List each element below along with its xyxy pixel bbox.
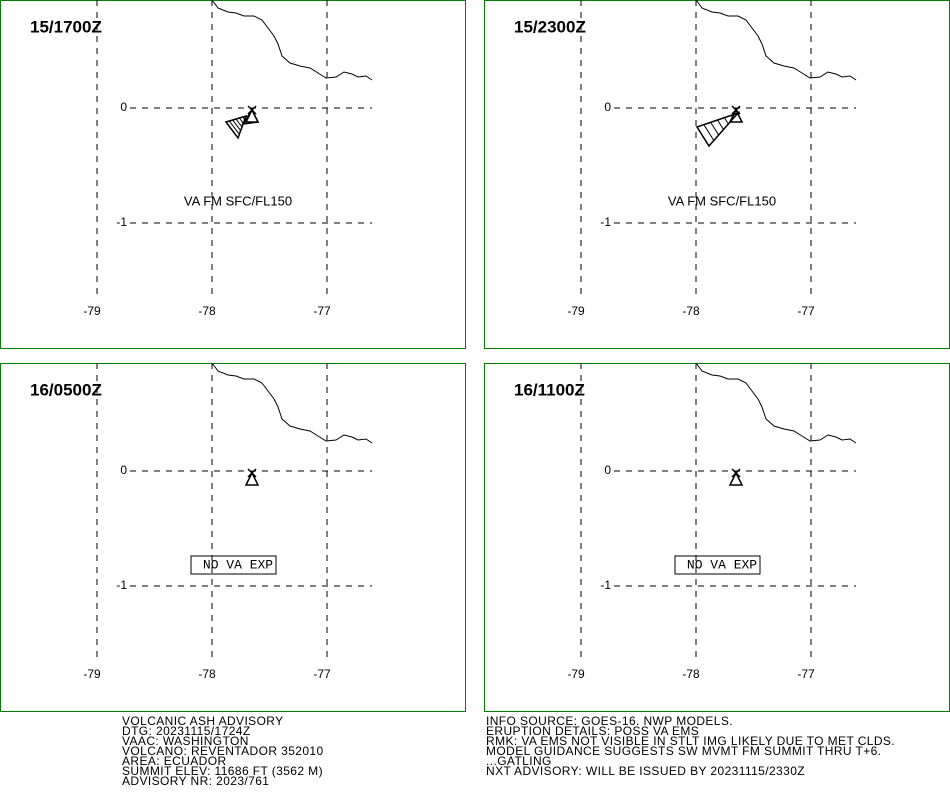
lat-label: -1 <box>600 578 611 592</box>
panel: -79 -78 -77 0 -1 16/0500Z NO VA EXP <box>0 362 466 712</box>
valid-time: 16/1100Z <box>514 380 585 399</box>
hatch <box>238 117 244 124</box>
hatch <box>703 124 715 141</box>
lon-label: -79 <box>83 304 101 318</box>
panel-border <box>0 363 466 712</box>
coastline <box>695 362 857 444</box>
hatch <box>228 120 240 135</box>
lat-label: 0 <box>120 100 127 114</box>
hatch <box>710 122 720 136</box>
advisory-line: VAAC: WASHINGTON <box>122 734 249 748</box>
ash-label: VA FM SFC/FL150 <box>668 193 776 208</box>
hatch <box>723 117 729 125</box>
lat-label: -1 <box>600 215 611 229</box>
hatch <box>696 126 710 147</box>
label-box <box>674 555 761 575</box>
advisory-line: DTG: 20231115/1724Z <box>122 724 251 738</box>
lat-label: 0 <box>604 463 611 477</box>
valid-time: 15/2300Z <box>514 17 586 36</box>
panel: -79 -78 -77 0 -1 16/1100Z NO VA EXP <box>484 362 950 712</box>
coastline <box>211 0 373 81</box>
advisory-line: INFO SOURCE: GOES-16. NWP MODELS. <box>486 714 733 728</box>
advisory-line: RMK: VA EMS NOT VISIBLE IN STLT IMG LIKE… <box>486 734 895 748</box>
volcano-symbol <box>244 105 260 123</box>
coastline <box>695 0 857 81</box>
advisory-line: VOLCANIC ASH ADVISORY <box>122 714 284 728</box>
lat-label: -1 <box>116 578 127 592</box>
advisory-line: AREA: ECUADOR <box>122 754 227 768</box>
lon-label: -79 <box>83 667 101 681</box>
advisory-line: ERUPTION DETAILS: POSS VA EMS <box>486 724 699 738</box>
panel-border <box>484 363 950 712</box>
label-box <box>190 555 277 575</box>
hatch <box>717 119 724 130</box>
volcano-symbol <box>244 468 260 486</box>
advisory-line: VOLCANO: REVENTADOR 352010 <box>122 744 324 758</box>
advisory-line: ...GATLING <box>486 754 552 768</box>
ash-label: VA FM SFC/FL150 <box>184 193 292 208</box>
ash-label: NO VA EXP <box>203 557 273 572</box>
lon-label: -79 <box>567 667 585 681</box>
valid-time: 16/0500Z <box>30 380 102 399</box>
hatch <box>225 121 239 139</box>
advisory-line: MODEL GUIDANCE SUGGESTS SW MVMT FM SUMMI… <box>486 744 881 758</box>
volcano-symbol <box>728 468 744 486</box>
lon-label: -77 <box>313 667 331 681</box>
lon-label: -78 <box>682 304 700 318</box>
hatch <box>242 116 246 120</box>
coastline <box>211 362 373 444</box>
lon-label: -77 <box>797 667 815 681</box>
advisory-line: SUMMIT ELEV: 11686 FT (3562 M) <box>122 764 323 778</box>
advisory-line: NXT ADVISORY: WILL BE ISSUED BY 20231115… <box>486 764 805 778</box>
lon-label: -78 <box>198 304 216 318</box>
panel: -79 -78 -77 0 -1 15/1700Z VA FM SFC/FL150 <box>0 0 466 349</box>
lon-label: -78 <box>682 667 700 681</box>
advisory-line: ADVISORY NR: 2023/761 <box>122 774 269 788</box>
ash-label: NO VA EXP <box>687 557 757 572</box>
lat-label: -1 <box>116 215 127 229</box>
lon-label: -77 <box>797 304 815 318</box>
hatch <box>232 119 242 131</box>
panel: -79 -78 -77 0 -1 15/2300Z VA FM SFC/FL150 <box>484 0 950 349</box>
panel-border <box>0 0 466 349</box>
lon-label: -78 <box>198 667 216 681</box>
hatch <box>235 118 243 128</box>
lon-label: -77 <box>313 304 331 318</box>
lon-label: -79 <box>567 304 585 318</box>
valid-time: 15/1700Z <box>30 17 102 36</box>
lat-label: 0 <box>120 463 127 477</box>
volcano-symbol <box>728 105 744 123</box>
lat-label: 0 <box>604 100 611 114</box>
panel-border <box>484 0 950 349</box>
